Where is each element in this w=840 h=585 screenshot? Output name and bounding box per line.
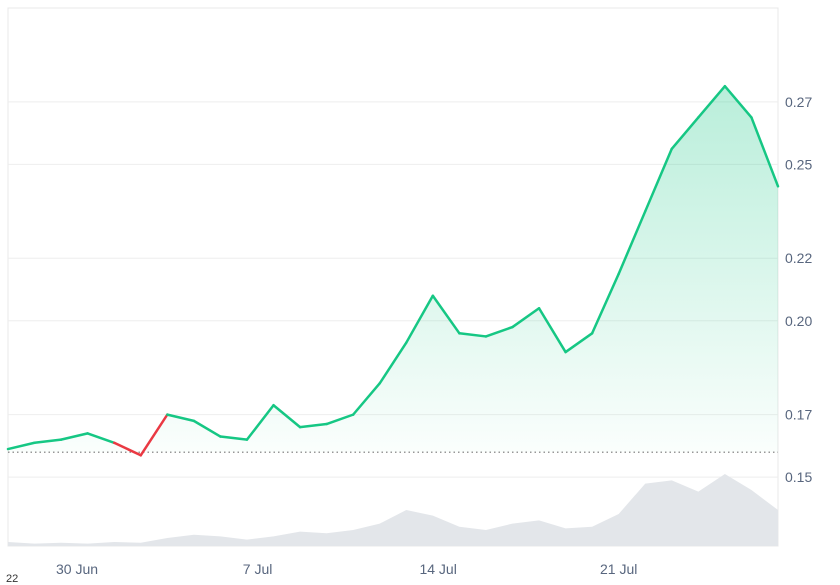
y-tick-label: 0.22 [785, 250, 812, 266]
x-tick-label: 30 Jun [56, 561, 98, 577]
x-tick-label: 14 Jul [419, 561, 456, 577]
volume-area [8, 474, 778, 546]
y-axis-ticks: 0.27 0.25 0.22 0.20 0.17 0.15 [785, 94, 812, 485]
x-tick-label: 7 Jul [243, 561, 273, 577]
y-tick-label: 0.25 [785, 156, 812, 172]
price-area-fill [8, 86, 778, 452]
x-axis-ticks: 30 Jun 7 Jul 14 Jul 21 Jul [56, 561, 637, 577]
y-tick-label: 0.20 [785, 313, 812, 329]
x-tick-label: 21 Jul [600, 561, 637, 577]
y-tick-label: 0.17 [785, 407, 812, 423]
y-tick-label: 0.15 [785, 469, 812, 485]
area-shape [8, 86, 778, 452]
volume-shape [8, 474, 778, 546]
y-tick-label: 0.27 [785, 94, 812, 110]
cut-off-label: 22 [6, 574, 18, 584]
